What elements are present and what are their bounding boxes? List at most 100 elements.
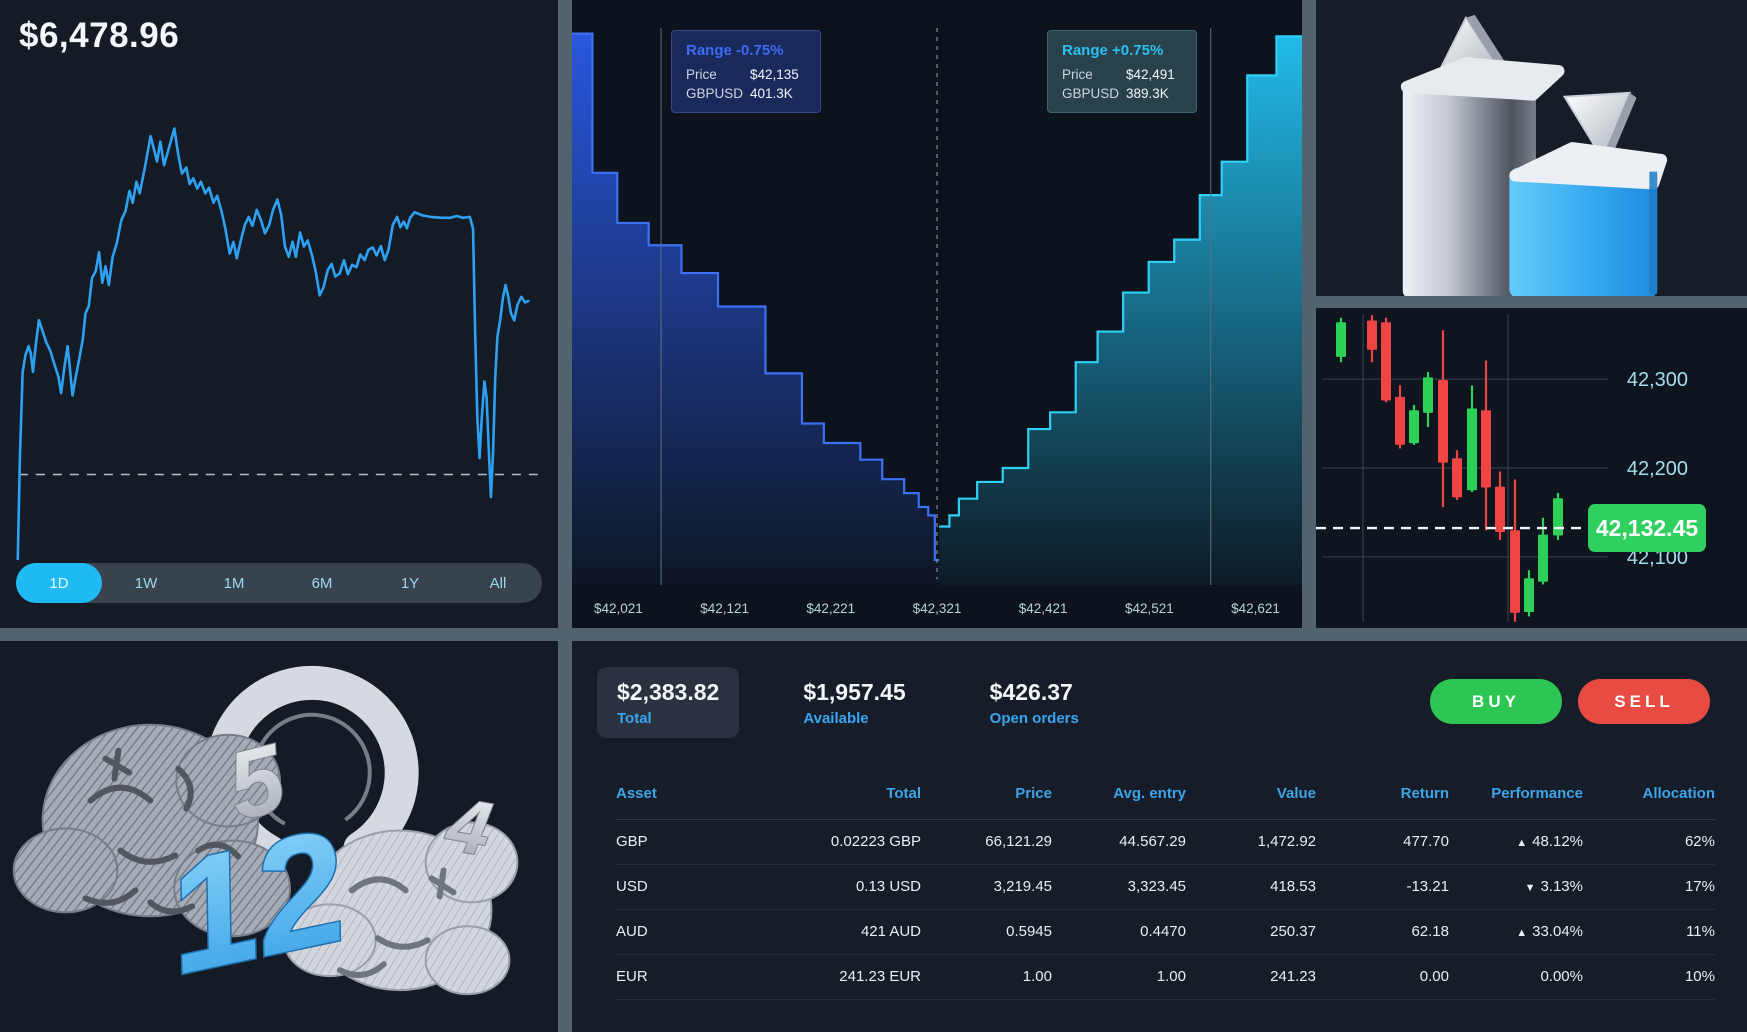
available-label: Available [803,710,869,727]
price-cell: 0.5945 [921,909,1052,955]
depth-x-tick: $42,321 [912,601,962,616]
portfolio-balance: $6,478.96 [19,16,180,55]
bid-price-value: $42,135 [750,67,799,82]
ask-price-value: $42,491 [1126,67,1175,82]
timeframe-1w[interactable]: 1W [105,566,187,600]
depth-x-tick: $42,621 [1231,601,1280,616]
return-cell: 477.70 [1316,819,1449,865]
candle-body [1467,408,1477,491]
value-cell: 1,472.92 [1186,819,1316,865]
candle-body [1381,322,1391,401]
holdings-row-aud[interactable]: AUD 421 AUD 0.5945 0.4470 250.37 62.18 ▲ 33.04%… [616,909,1715,955]
candle-body [1538,534,1548,582]
ask-price-row: Price $42,491 [1062,67,1182,82]
avg-entry-cell: 0.4470 [1052,909,1186,955]
holdings-row-eur[interactable]: EUR 241.23 EUR 1.00 1.00 241.23 0.00 0.00% 10% [616,954,1715,1000]
asset-cell: AUD [616,909,756,955]
summary-total[interactable]: $2,383.82 Total [597,667,740,738]
depth-x-axis: $42,021 $42,121 $42,221 $42,321 $42,421 $42,5… [572,601,1302,616]
ask-volume-row: GBPUSD 389.3K [1062,86,1182,101]
trend-down-icon: ▼ [1524,882,1536,894]
timeframe-all[interactable]: All [457,566,539,600]
column-header-value[interactable]: Value [1186,769,1316,820]
avg-entry-cell: 1.00 [1052,954,1186,1000]
candle-body [1452,458,1462,498]
buy-button[interactable]: BUY [1430,679,1562,724]
bid-price-label: Price [686,67,717,82]
trend-up-icon: ▲ [1516,837,1528,849]
current-price-value: 42,132.45 [1596,515,1699,541]
price-cell: 1.00 [921,954,1052,1000]
ask-price-label: Price [1062,67,1093,82]
cubes-illustration-panel [1316,0,1747,296]
ask-range-title: Range +0.75% [1062,42,1164,59]
price-tick-label: 42,100 [1627,547,1688,569]
3d-bars-illustration [1400,14,1668,296]
performance-cell: ▼ 3.13% [1449,864,1583,910]
timeframe-6m[interactable]: 6M [281,566,363,600]
number-12: 12 [150,796,361,1007]
depth-x-tick: $42,121 [700,601,749,616]
bid-volume-row: GBPUSD 401.3K [686,86,806,101]
depth-chart[interactable] [572,28,1302,585]
asset-cell: USD [616,864,756,910]
column-header-total[interactable]: Total [756,769,921,820]
return-cell: -13.21 [1316,864,1449,910]
right-brain-blob [282,821,519,996]
sell-button[interactable]: SELL [1578,679,1710,724]
holdings-row-gbp[interactable]: GBP 0.02223 GBP 66,121.29 44.567.29 1,472.92… [616,819,1715,865]
bid-volume-label: GBPUSD [686,86,744,101]
total-cell: 421 AUD [756,909,921,955]
portfolio-panel: $6,478.96 1D 1W 1M 6M 1Y All [0,0,558,628]
column-header-allocation[interactable]: Allocation [1583,769,1715,820]
column-header-avg-entry[interactable]: Avg. entry [1052,769,1186,820]
left-brain-blob [12,723,291,938]
performance-cell: ▲ 48.12% [1449,819,1583,865]
3d-numbers-illustration: 5 12 4 [12,665,519,1009]
allocation-cell: 62% [1583,819,1715,865]
summary-open-orders[interactable]: $426.37 Open orders [970,667,1099,738]
candle-body [1438,380,1448,463]
allocation-cell: 11% [1583,909,1715,955]
candle-body [1409,410,1419,444]
candlestick-panel: 42,300 42,200 42,100 42,132.45 [1316,308,1747,628]
trend-up-icon: ▲ [1516,927,1528,939]
candle-body [1495,486,1505,532]
depth-x-tick: $42,021 [594,601,643,616]
depth-x-tick: $42,521 [1124,601,1174,616]
column-header-price[interactable]: Price [921,769,1052,820]
timeframe-1m[interactable]: 1M [193,566,275,600]
column-header-asset[interactable]: Asset [616,769,756,820]
value-cell: 418.53 [1186,864,1316,910]
allocation-cell: 10% [1583,954,1715,1000]
holdings-row-usd[interactable]: USD 0.13 USD 3,219.45 3,323.45 418.53 -13.21 ▼… [616,864,1715,910]
summary-available[interactable]: $1,957.45 Available [783,667,925,738]
total-cell: 0.13 USD [756,864,921,910]
portfolio-line-chart[interactable] [8,90,550,560]
numbers-illustration-panel: 5 12 4 [0,641,558,1032]
timeframe-1y[interactable]: 1Y [369,566,451,600]
allocation-cell: 17% [1583,864,1715,910]
account-panel: $2,383.82 Total $1,957.45 Available $426… [572,641,1747,1032]
bid-range-tooltip: Range -0.75% Price $42,135 GBPUSD 401.3K [671,30,821,113]
bid-volume-value: 401.3K [750,86,793,101]
column-header-return[interactable]: Return [1316,769,1449,820]
candle-body [1336,322,1346,357]
candlestick-chart[interactable]: 42,300 42,200 42,100 42,132.45 [1316,308,1747,628]
value-cell: 250.37 [1186,909,1316,955]
account-summary: $2,383.82 Total $1,957.45 Available $426… [597,667,1099,738]
price-cell: 66,121.29 [921,819,1052,865]
performance-cell: 0.00% [1449,954,1583,1000]
timeframe-1d[interactable]: 1D [16,563,102,603]
column-header-performance[interactable]: Performance [1449,769,1583,820]
total-value: $2,383.82 [617,679,720,705]
asset-cell: GBP [616,819,756,865]
value-cell: 241.23 [1186,954,1316,1000]
candle-body [1510,530,1520,613]
bid-price-row: Price $42,135 [686,67,806,82]
return-cell: 0.00 [1316,954,1449,1000]
price-tick-label: 42,300 [1627,369,1688,391]
ask-range-tooltip: Range +0.75% Price $42,491 GBPUSD 389.3K [1047,30,1197,113]
timeframe-selector: 1D 1W 1M 6M 1Y All [16,563,542,603]
